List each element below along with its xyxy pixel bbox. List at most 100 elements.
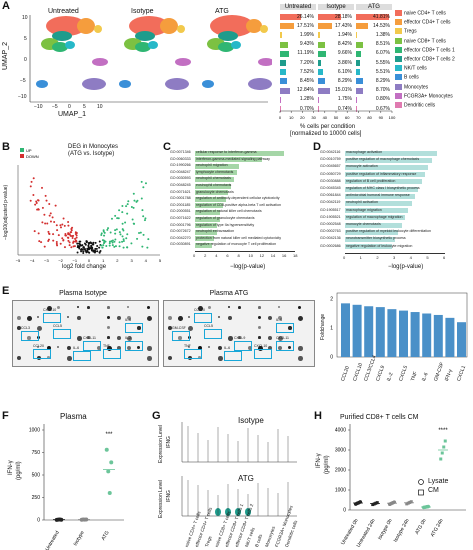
pct-value: 26.14% xyxy=(297,13,314,20)
foldchange-bar xyxy=(352,304,362,357)
cm-significance: **** xyxy=(438,428,448,434)
pct-bar xyxy=(280,60,286,66)
go-bar xyxy=(195,150,284,156)
blot-isotype: CXCL10 CCL3 CCL5 IL-8 CXCL11 TNF IL-2 IL-6 CCL20 xyxy=(12,300,159,367)
volcano-point xyxy=(125,205,128,208)
blot-spot xyxy=(198,306,203,311)
volcano-point xyxy=(117,217,120,220)
blot-spot xyxy=(17,356,22,361)
pct-value: 8.45% xyxy=(299,77,314,84)
blot-spot xyxy=(228,306,231,309)
volcano-point xyxy=(43,213,46,216)
go-xtick: 2 xyxy=(204,253,207,258)
volcano-point xyxy=(41,186,44,189)
go-term-desc: lymphocyte chemotaxis xyxy=(196,169,234,174)
go-term-desc: negative regulation of leukocyte migrati… xyxy=(346,243,413,248)
pct-value: 0.74% xyxy=(337,105,352,112)
legend-label: Tregs xyxy=(404,28,417,35)
go-axis xyxy=(195,251,295,252)
volcano-point xyxy=(102,244,105,247)
volcano-point xyxy=(138,232,141,235)
blot-spot xyxy=(27,336,31,340)
volcano-point xyxy=(76,251,79,254)
plasma-point xyxy=(109,460,114,465)
volcano-point xyxy=(126,203,129,206)
volcano-point xyxy=(114,238,117,241)
blot-label: CCL20 xyxy=(194,308,205,312)
legend-item: naive CD8+ T cells xyxy=(395,37,446,44)
go-term-desc: macrophage activation xyxy=(346,150,383,154)
volcano-xtick: −4 xyxy=(30,258,35,263)
plasma-xlabel: ATG xyxy=(101,530,111,542)
volcano-point xyxy=(94,247,97,250)
go-term-id: GO:0030888 xyxy=(320,178,341,183)
go-xtick: 6 xyxy=(226,253,229,258)
volcano-point xyxy=(35,200,38,203)
volcano-point xyxy=(130,205,133,208)
go-bar xyxy=(345,222,402,228)
volcano-point xyxy=(45,199,48,202)
go-d-xlabel: −log(p-value) xyxy=(388,264,424,270)
go-term-id: GO:0071622 xyxy=(170,216,191,220)
blot-spot xyxy=(117,336,121,340)
umap-title-atg: ATG xyxy=(215,8,229,15)
cm-xlabel: Isotype 0h xyxy=(377,518,394,541)
volcano-point xyxy=(106,228,109,231)
volcano-point xyxy=(49,220,52,223)
volcano-point xyxy=(86,250,89,253)
pct-value: 3.86% xyxy=(337,59,352,66)
volcano-point xyxy=(100,244,103,247)
go-xtick: 0 xyxy=(193,253,196,258)
axis-tick-label: 30 xyxy=(311,115,316,120)
go-term-id: GO:0002686 xyxy=(320,243,341,248)
volcano-point xyxy=(68,241,71,244)
volcano-point xyxy=(88,247,91,250)
blot-label: TNF xyxy=(103,344,110,348)
foldchange-bar-chart: 0 1 2 xyxy=(330,292,468,361)
pct-value: 1.28% xyxy=(299,96,314,103)
pct-value: 1.75% xyxy=(337,96,352,103)
blot-spot xyxy=(218,346,223,351)
blot-spot xyxy=(147,356,152,361)
go-xtick: 12 xyxy=(259,253,265,258)
volcano-point xyxy=(70,246,73,249)
volcano-point xyxy=(33,230,36,233)
blot-highlight-box xyxy=(184,349,202,359)
blot-label: GM-CSF xyxy=(172,326,186,330)
volcano-point xyxy=(41,221,44,224)
col-header-isotype: Isotype xyxy=(318,4,354,10)
volcano-point xyxy=(121,228,124,231)
go-term-desc: neutrophil chemotaxis xyxy=(196,176,231,181)
blot-highlight-box xyxy=(194,313,212,323)
volcano-point xyxy=(103,231,106,234)
pct-value: 0.80% xyxy=(375,96,390,103)
go-term-desc: neutrophil extravasation xyxy=(196,229,235,234)
go-term-id: GO:0072672 xyxy=(170,229,191,234)
blot-spot xyxy=(188,346,191,349)
go-term-desc: regulation of B cell proliferation xyxy=(346,178,396,183)
volcano-point xyxy=(113,245,116,248)
cm-point xyxy=(442,445,446,449)
plasma-point xyxy=(106,469,111,474)
go-bar xyxy=(195,216,220,222)
volcano-point xyxy=(55,242,58,245)
go-term-desc: negative regulation of monocyte T cell p… xyxy=(196,242,277,247)
go-term-id: GO:0001788 xyxy=(170,196,191,201)
go-term-desc: positive regulation of macrophage chemot… xyxy=(346,157,420,162)
volcano-point xyxy=(44,222,47,225)
volcano-point xyxy=(116,217,119,220)
blot-highlight-box xyxy=(103,349,121,359)
blot-spot xyxy=(37,316,40,319)
volcano-point xyxy=(44,194,47,197)
pct-value: 0.70% xyxy=(299,105,314,112)
go-term-desc: regulation of CD8-positive alpha-beta T … xyxy=(196,202,281,207)
axis-footer-2: [normalized to 10000 cells] xyxy=(290,131,362,137)
volcano-point xyxy=(122,240,125,243)
blot-spot xyxy=(67,316,70,319)
pct-value: 6.10% xyxy=(337,68,352,75)
blot-spot xyxy=(107,306,110,309)
volcano-point xyxy=(90,248,93,251)
plasma-xlabel: Isotype xyxy=(72,530,85,547)
pct-bar xyxy=(280,87,291,94)
volcano-point xyxy=(55,224,58,227)
